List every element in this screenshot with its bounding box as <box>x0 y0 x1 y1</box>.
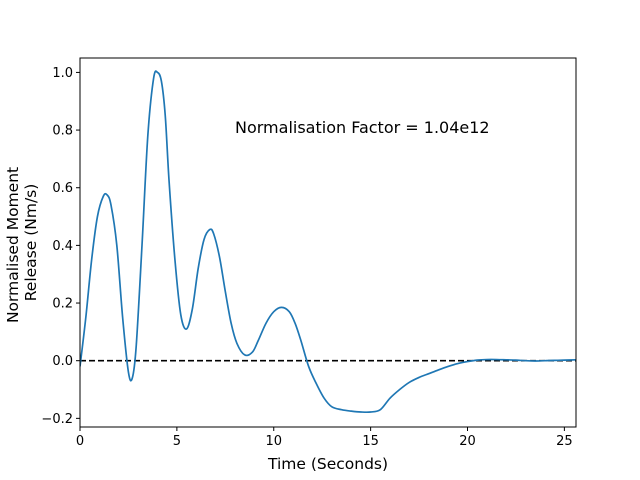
y-tick-label: 0.2 <box>52 297 73 312</box>
axes-frame <box>79 57 577 428</box>
y-axis-label-line-2: Release (Nm/s) <box>22 184 40 302</box>
x-tick-label: 20 <box>459 434 476 449</box>
y-tick-label: 0.6 <box>52 181 73 196</box>
y-tick-label: 0.4 <box>52 239 73 254</box>
series-line-0 <box>80 70 576 414</box>
x-tick-label: 25 <box>556 434 573 449</box>
axes: 0 5 10 15 20 25 −0.2 0.0 0.2 0.4 0.6 0.8 1.0 <box>41 57 577 449</box>
y-tick-label: 0.0 <box>52 354 73 369</box>
x-axis-label: Time (Seconds) <box>267 455 388 473</box>
x-tick-label: 5 <box>173 434 181 449</box>
x-tick-label: 10 <box>265 434 282 449</box>
x-tick-label: 0 <box>76 434 84 449</box>
normalisation-factor-annotation: Normalisation Factor = 1.04e12 <box>235 118 490 137</box>
x-tick-label: 15 <box>362 434 379 449</box>
y-tick-label: 0.8 <box>52 124 73 139</box>
y-tick-label: −0.2 <box>41 412 73 427</box>
y-tick-label: 1.0 <box>52 66 73 81</box>
plot-area <box>80 70 576 414</box>
y-axis-label: Normalised Moment Release (Nm/s) <box>4 162 40 323</box>
y-axis-label-line-1: Normalised Moment <box>4 167 22 323</box>
